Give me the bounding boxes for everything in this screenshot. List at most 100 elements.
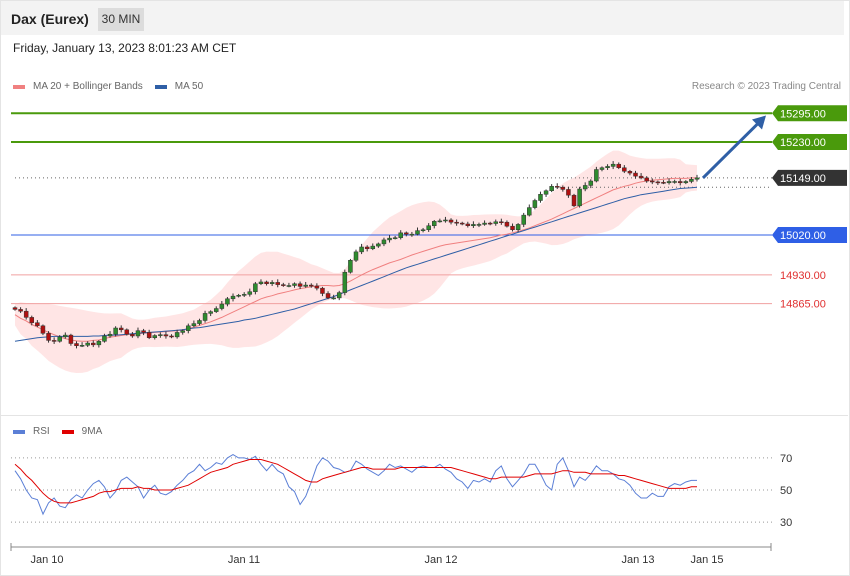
candle-body xyxy=(213,308,219,312)
level-label-15020.00: 15020.00 xyxy=(780,230,826,242)
candle-body xyxy=(342,271,348,293)
candle-body xyxy=(482,222,487,225)
rsi-ma-line xyxy=(14,459,697,504)
rsi-ma-legend-swatch xyxy=(61,429,74,434)
candle-body xyxy=(236,295,241,297)
candle-body xyxy=(459,222,465,225)
candle-body xyxy=(605,166,610,168)
level-label-15149.00: 15149.00 xyxy=(780,173,826,185)
candle-body xyxy=(448,219,454,223)
candle-body xyxy=(420,229,426,231)
candle-body xyxy=(493,221,499,224)
candle-body xyxy=(476,224,482,226)
candle-body xyxy=(241,294,247,296)
ma50-legend-swatch xyxy=(154,84,167,89)
candle-body xyxy=(247,291,253,295)
candle-body xyxy=(180,330,185,333)
candle-body xyxy=(370,245,376,250)
interval-selector[interactable]: 30 MIN xyxy=(98,8,144,31)
rsi-line xyxy=(14,454,697,516)
candle-body xyxy=(487,222,493,225)
candle-body xyxy=(364,246,370,250)
candle-body xyxy=(135,330,141,337)
candle-body xyxy=(186,325,191,331)
ma50-legend-label: MA 50 xyxy=(174,81,204,92)
candle-body xyxy=(454,221,459,224)
candle-body xyxy=(432,221,437,226)
candle-body xyxy=(96,341,102,346)
candle-body xyxy=(68,334,74,344)
x-tick-label: Jan 12 xyxy=(424,554,457,566)
candle-body xyxy=(107,333,113,337)
candle-body xyxy=(521,214,526,225)
candle-body xyxy=(465,223,471,226)
candle-body xyxy=(202,313,208,321)
candle-body xyxy=(141,330,146,333)
candle-body xyxy=(610,163,616,167)
candle-body xyxy=(392,237,398,239)
x-tick-label: Jan 10 xyxy=(30,554,63,566)
candle-body xyxy=(118,327,124,331)
candle-body xyxy=(79,345,85,347)
candle-body xyxy=(554,186,560,188)
candle-body xyxy=(12,307,18,310)
level-tag-15149.00 xyxy=(772,169,847,186)
candle-body xyxy=(655,181,661,184)
candle-body xyxy=(303,284,308,287)
candle-body xyxy=(23,310,29,318)
candle-body xyxy=(381,239,387,245)
candle-body xyxy=(398,232,403,238)
candle-body xyxy=(208,311,213,314)
candle-body xyxy=(158,334,163,336)
level-label-14930.00: 14930.00 xyxy=(780,270,826,282)
rsi-legend: RSI 9MA xyxy=(13,426,114,437)
candle-body xyxy=(644,177,649,182)
candle-body xyxy=(689,179,694,182)
candle-body xyxy=(577,188,582,207)
candle-body xyxy=(336,292,342,299)
candle-body xyxy=(409,233,415,236)
x-tick-label: Jan 15 xyxy=(690,554,723,566)
candle-body xyxy=(588,180,594,186)
header-bar: Dax (Eurex) 30 MIN xyxy=(1,1,844,35)
candle-body xyxy=(35,322,40,327)
candle-body xyxy=(281,284,286,286)
candle-body xyxy=(225,298,230,305)
candle-body xyxy=(197,320,202,324)
candle-body xyxy=(163,334,169,337)
candle-body xyxy=(376,243,381,247)
candle-body xyxy=(532,200,538,208)
candle-body xyxy=(113,327,118,335)
candle-body xyxy=(325,293,331,299)
candle-body xyxy=(275,282,280,285)
candle-body xyxy=(616,163,621,168)
candle-body xyxy=(566,189,571,196)
candle-body xyxy=(549,186,554,192)
candle-body xyxy=(538,194,543,201)
candle-body xyxy=(348,260,353,273)
level-label-14865.00: 14865.00 xyxy=(780,299,826,311)
candle-body xyxy=(130,333,135,337)
projection-arrow-head xyxy=(752,115,766,130)
candle-body xyxy=(191,323,197,327)
candle-body xyxy=(471,224,476,226)
candle-body xyxy=(543,190,549,195)
candle-body xyxy=(387,237,392,241)
x-tick-label: Jan 11 xyxy=(228,554,260,566)
candle-body xyxy=(331,297,336,300)
candle-body xyxy=(627,171,633,174)
candle-body xyxy=(152,335,158,339)
rsi-tick-30: 30 xyxy=(780,517,792,529)
candle-body xyxy=(253,283,258,292)
candle-body xyxy=(40,325,46,334)
candle-body xyxy=(320,287,325,294)
candle-body xyxy=(174,332,180,338)
candle-body xyxy=(694,177,700,180)
candle-body xyxy=(672,181,677,183)
candle-body xyxy=(426,225,431,230)
candle-body xyxy=(102,335,107,342)
rsi-tick-50: 50 xyxy=(780,485,792,497)
candle-body xyxy=(650,180,655,183)
candle-body xyxy=(314,285,320,289)
